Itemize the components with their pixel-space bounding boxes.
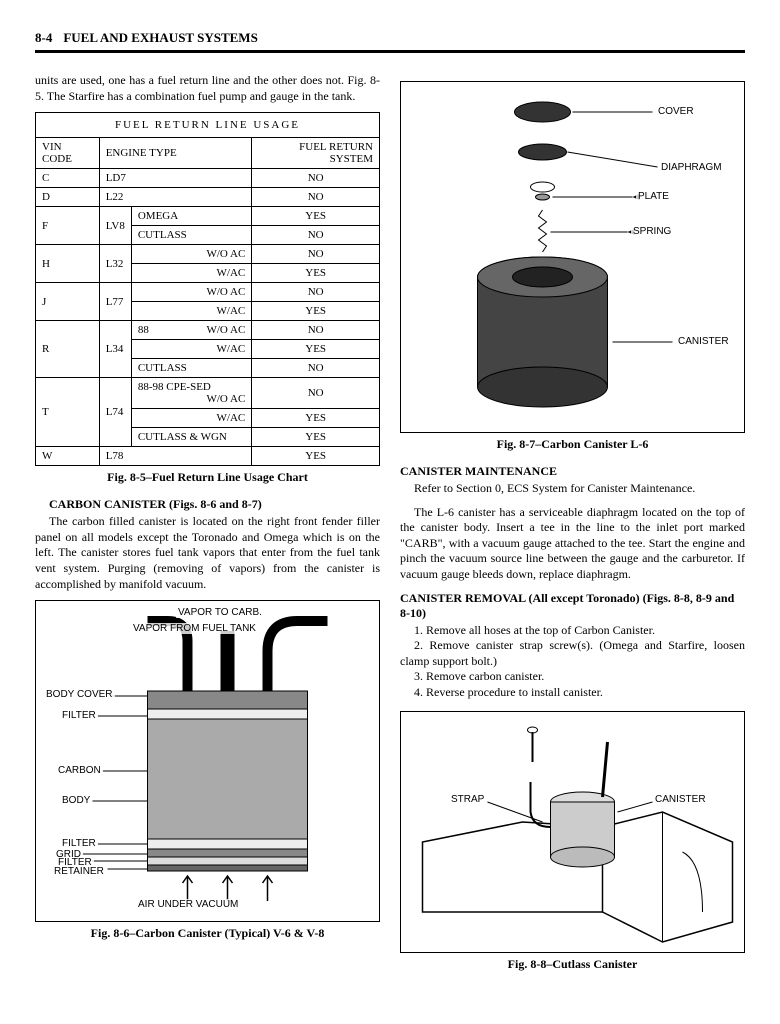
- fig7-caption: Fig. 8-7–Carbon Canister L-6: [400, 437, 745, 452]
- fuel-return-table: FUEL RETURN LINE USAGE VIN CODE ENGINE T…: [35, 112, 380, 466]
- removal-step-1: 1. Remove all hoses at the top of Carbon…: [400, 623, 745, 639]
- fig8-label-canister: CANISTER: [653, 794, 708, 805]
- fig7-diagram: COVER DIAPHRAGM PLATE SPRING CANISTER: [400, 81, 745, 433]
- table-row: T L74 88-98 CPE-SEDW/O AC NO: [36, 378, 380, 409]
- fig7-label-cover: COVER: [656, 106, 696, 117]
- removal-step-2: 2. Remove canister strap screw(s). (Omeg…: [400, 638, 745, 669]
- fig6-label-retainer: RETAINER: [52, 866, 106, 877]
- fig8-svg: [401, 712, 744, 952]
- fig6-caption: Fig. 8-6–Carbon Canister (Typical) V-6 &…: [35, 926, 380, 941]
- col-header-vin: VIN CODE: [36, 138, 100, 169]
- fig8-caption: Fig. 8-8–Cutlass Canister: [400, 957, 745, 972]
- fig7-label-spring: SPRING: [631, 226, 673, 237]
- fig6-label-vapor-carb: VAPOR TO CARB.: [176, 607, 264, 618]
- table-row: W L78 YES: [36, 447, 380, 466]
- fig6-label-carbon: CARBON: [56, 765, 103, 776]
- table-row: R L34 88 W/O AC NO: [36, 321, 380, 340]
- left-column: units are used, one has a fuel return li…: [35, 73, 380, 984]
- maintenance-p2: The L-6 canister has a serviceable diaph…: [400, 505, 745, 583]
- chapter-title: FUEL AND EXHAUST SYSTEMS: [63, 30, 257, 45]
- table-row: C LD7 NO: [36, 169, 380, 188]
- fig6-label-filter2: FILTER: [60, 838, 98, 849]
- fig7-svg: [401, 82, 744, 432]
- removal-heading: CANISTER REMOVAL (All except Toronado) (…: [400, 591, 745, 621]
- fig7-label-diaphragm: DIAPHRAGM: [659, 162, 724, 173]
- intro-paragraph: units are used, one has a fuel return li…: [35, 73, 380, 104]
- fig6-label-filter1: FILTER: [60, 710, 98, 721]
- fig7-label-plate: PLATE: [636, 191, 671, 202]
- page-number: 8-4: [35, 30, 52, 45]
- table-row: D L22 NO: [36, 188, 380, 207]
- col-header-engine: ENGINE TYPE: [99, 138, 252, 169]
- table-title: FUEL RETURN LINE USAGE: [36, 113, 380, 138]
- table-row: J L77 W/O AC NO: [36, 283, 380, 302]
- fig8-label-strap: STRAP: [449, 794, 486, 805]
- col-header-system: FUEL RETURN SYSTEM: [252, 138, 380, 169]
- fig8-diagram: STRAP CANISTER: [400, 711, 745, 953]
- maintenance-p1: Refer to Section 0, ECS System for Canis…: [400, 481, 745, 497]
- fig7-label-canister: CANISTER: [676, 336, 731, 347]
- fig6-label-air: AIR UNDER VACUUM: [136, 899, 240, 910]
- removal-step-4: 4. Reverse procedure to install canister…: [400, 685, 745, 701]
- fig6-label-body: BODY: [60, 795, 92, 806]
- carbon-canister-heading: CARBON CANISTER (Figs. 8-6 and 8-7): [35, 497, 380, 512]
- fig6-label-vapor-tank: VAPOR FROM FUEL TANK: [131, 623, 258, 634]
- page-header: 8-4 FUEL AND EXHAUST SYSTEMS: [35, 30, 745, 53]
- table-row: F LV8 OMEGA YES: [36, 207, 380, 226]
- table-row: H L32 W/O AC NO: [36, 245, 380, 264]
- maintenance-heading: CANISTER MAINTENANCE: [400, 464, 745, 479]
- fig6-diagram: VAPOR TO CARB. VAPOR FROM FUEL TANK BODY…: [35, 600, 380, 922]
- carbon-canister-text: The carbon filled canister is located on…: [35, 514, 380, 592]
- fig6-label-body-cover: BODY COVER: [44, 689, 115, 700]
- removal-step-3: 3. Remove carbon canister.: [400, 669, 745, 685]
- right-column: COVER DIAPHRAGM PLATE SPRING CANISTER Fi…: [400, 73, 745, 984]
- fig5-caption: Fig. 8-5–Fuel Return Line Usage Chart: [35, 470, 380, 485]
